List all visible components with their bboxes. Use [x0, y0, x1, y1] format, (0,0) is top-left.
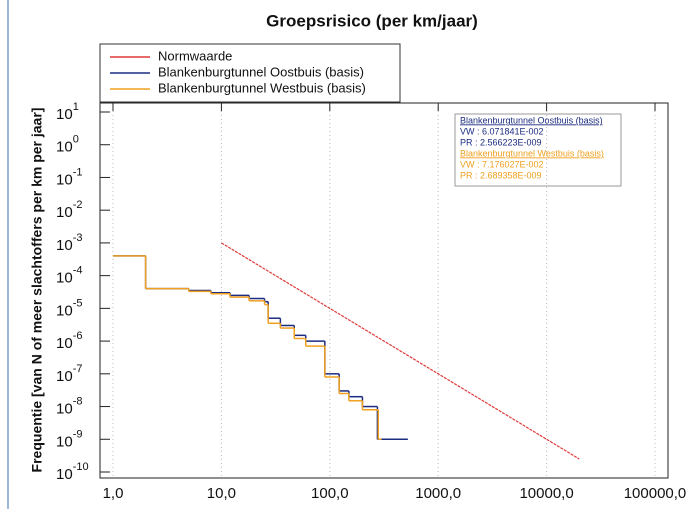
- y-tick-exponent: -9: [73, 428, 83, 440]
- y-tick-base: 10: [56, 368, 73, 385]
- y-tick-exponent: -1: [73, 166, 83, 178]
- legend-label: Blankenburgtunnel Oostbuis (basis): [158, 64, 364, 79]
- x-tick-label: 1000,0: [415, 485, 461, 502]
- x-tick-label: 10000,0: [519, 485, 573, 502]
- y-tick-exponent: 0: [73, 134, 79, 146]
- y-tick-base: 10: [56, 270, 73, 287]
- y-tick-label: 10-1: [56, 166, 82, 188]
- y-tick-label: 10-3: [56, 232, 82, 254]
- y-tick-label: 10-2: [56, 199, 82, 221]
- chart-title: Groepsrisico (per km/jaar): [266, 11, 478, 30]
- info-text: Blankenburgtunnel Westbuis (basis): [460, 148, 604, 158]
- info-text: VW : 7.176027E-002: [460, 159, 544, 169]
- y-tick-label: 101: [56, 101, 79, 123]
- x-tick-label: 10,0: [207, 485, 236, 502]
- y-tick-label: 10-6: [56, 330, 82, 352]
- info-text: VW : 6.071841E-002: [460, 126, 544, 136]
- y-tick-label: 10-8: [56, 395, 82, 417]
- y-tick-exponent: -2: [73, 199, 83, 211]
- y-tick-label: 10-10: [56, 461, 89, 483]
- info-text: Blankenburgtunnel Oostbuis (basis): [460, 115, 603, 125]
- y-axis-label: Frequentie [van N of meer slachtoffers p…: [29, 108, 45, 473]
- y-tick-exponent: -4: [73, 265, 83, 277]
- y-tick-label: 10-7: [56, 363, 82, 385]
- y-tick-exponent: -5: [73, 297, 83, 309]
- info-box: [454, 113, 622, 187]
- y-tick-exponent: -8: [73, 395, 83, 407]
- y-tick-label: 10-9: [56, 428, 82, 450]
- y-tick-base: 10: [56, 171, 73, 188]
- y-tick-exponent: 1: [73, 101, 79, 113]
- y-tick-base: 10: [56, 433, 73, 450]
- y-tick-label: 10-5: [56, 297, 82, 319]
- y-tick-label: 100: [56, 134, 79, 156]
- y-tick-base: 10: [56, 401, 73, 418]
- info-text: PR : 2.566223E-009: [460, 137, 542, 147]
- y-tick-exponent: -6: [73, 330, 83, 342]
- y-tick-label: 10-4: [56, 265, 82, 287]
- y-tick-base: 10: [56, 335, 73, 352]
- y-tick-base: 10: [56, 466, 73, 483]
- x-tick-label: 100,0: [311, 485, 349, 502]
- y-tick-base: 10: [56, 204, 73, 221]
- info-text: PR : 2.689358E-009: [460, 170, 542, 180]
- y-tick-base: 10: [56, 237, 73, 254]
- y-tick-exponent: -10: [73, 461, 89, 473]
- y-tick-base: 10: [56, 106, 73, 123]
- norm-line: [221, 242, 580, 460]
- legend-label: Blankenburgtunnel Westbuis (basis): [158, 80, 366, 95]
- y-tick-base: 10: [56, 139, 73, 156]
- y-tick-exponent: -3: [73, 232, 83, 244]
- y-tick-exponent: -7: [73, 363, 83, 375]
- x-tick-label: 1,0: [103, 485, 124, 502]
- x-tick-label: 100000,0: [624, 485, 687, 502]
- legend-label: Normwaarde: [158, 48, 232, 63]
- y-tick-base: 10: [56, 302, 73, 319]
